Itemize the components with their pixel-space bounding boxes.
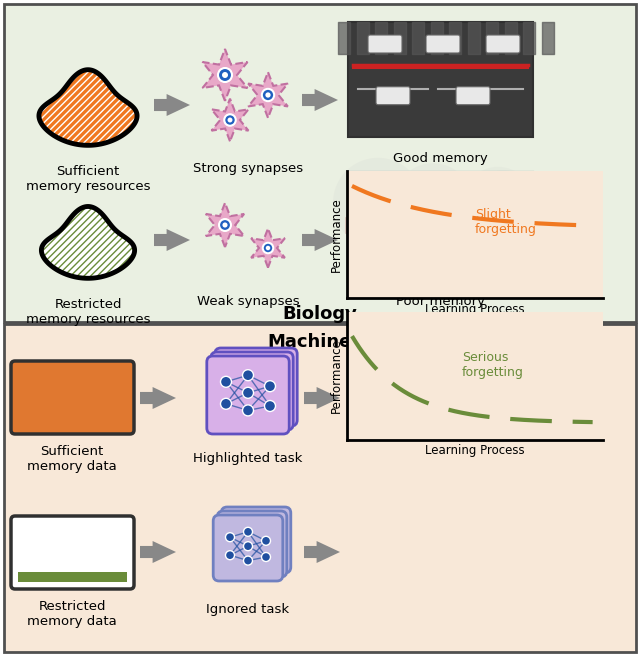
Bar xyxy=(4,324,636,652)
Text: Poor memory: Poor memory xyxy=(396,295,484,308)
Text: Restricted
memory data: Restricted memory data xyxy=(27,600,117,628)
Bar xyxy=(348,172,533,282)
Bar xyxy=(18,572,127,582)
Text: Sufficient
memory data: Sufficient memory data xyxy=(27,445,117,473)
Circle shape xyxy=(492,192,514,214)
Circle shape xyxy=(224,114,236,126)
Circle shape xyxy=(262,89,274,101)
FancyBboxPatch shape xyxy=(456,242,488,258)
Circle shape xyxy=(219,219,231,231)
Bar xyxy=(4,4,636,322)
Bar xyxy=(348,22,533,137)
Y-axis label: Performance: Performance xyxy=(330,197,342,272)
Circle shape xyxy=(363,188,393,218)
Circle shape xyxy=(266,246,270,250)
FancyBboxPatch shape xyxy=(221,507,291,573)
Text: Serious
forgetting: Serious forgetting xyxy=(462,352,524,379)
FancyBboxPatch shape xyxy=(368,35,402,53)
FancyBboxPatch shape xyxy=(426,35,460,53)
Circle shape xyxy=(243,405,253,416)
Circle shape xyxy=(474,179,522,227)
Circle shape xyxy=(222,72,228,78)
Polygon shape xyxy=(304,387,340,409)
Circle shape xyxy=(223,222,228,228)
X-axis label: Learning Process: Learning Process xyxy=(425,302,525,316)
Circle shape xyxy=(462,167,534,239)
Circle shape xyxy=(406,176,460,229)
Polygon shape xyxy=(39,70,137,146)
Circle shape xyxy=(481,181,525,224)
Polygon shape xyxy=(140,387,176,409)
Circle shape xyxy=(262,537,271,545)
Circle shape xyxy=(228,117,232,123)
FancyBboxPatch shape xyxy=(376,87,410,105)
Circle shape xyxy=(262,552,271,562)
FancyBboxPatch shape xyxy=(213,515,283,581)
Text: Good memory: Good memory xyxy=(392,152,488,165)
Text: Slight
forgetting: Slight forgetting xyxy=(475,208,537,236)
FancyBboxPatch shape xyxy=(11,361,134,434)
Circle shape xyxy=(225,550,234,560)
Text: Strong synapses: Strong synapses xyxy=(193,162,303,175)
FancyBboxPatch shape xyxy=(211,352,293,430)
Circle shape xyxy=(348,173,408,233)
Polygon shape xyxy=(154,94,190,116)
Polygon shape xyxy=(206,203,244,247)
Circle shape xyxy=(420,190,446,216)
Y-axis label: Performance: Performance xyxy=(330,338,342,413)
Circle shape xyxy=(394,163,472,243)
FancyBboxPatch shape xyxy=(486,35,520,53)
Circle shape xyxy=(266,92,271,98)
Polygon shape xyxy=(42,207,134,278)
Circle shape xyxy=(243,527,253,537)
FancyBboxPatch shape xyxy=(376,242,408,258)
Circle shape xyxy=(243,556,253,565)
Polygon shape xyxy=(212,98,248,141)
FancyBboxPatch shape xyxy=(456,87,490,105)
X-axis label: Learning Process: Learning Process xyxy=(425,443,525,457)
Circle shape xyxy=(264,380,275,392)
Circle shape xyxy=(243,370,253,380)
Text: Restricted
memory resources: Restricted memory resources xyxy=(26,298,150,326)
Polygon shape xyxy=(202,49,248,101)
Circle shape xyxy=(470,171,536,236)
Circle shape xyxy=(333,158,423,248)
Polygon shape xyxy=(140,541,176,563)
FancyBboxPatch shape xyxy=(207,356,289,434)
Text: Biology: Biology xyxy=(283,305,357,323)
Text: Highlighted task: Highlighted task xyxy=(193,452,303,465)
FancyBboxPatch shape xyxy=(11,516,134,589)
Circle shape xyxy=(221,398,232,409)
FancyBboxPatch shape xyxy=(215,348,297,426)
Polygon shape xyxy=(304,541,340,563)
Circle shape xyxy=(486,191,510,215)
Text: Weak synapses: Weak synapses xyxy=(196,295,300,308)
Polygon shape xyxy=(302,229,338,251)
Text: Machine: Machine xyxy=(268,333,352,351)
Circle shape xyxy=(263,243,273,253)
Polygon shape xyxy=(154,229,190,251)
Polygon shape xyxy=(248,72,288,118)
Circle shape xyxy=(264,401,275,411)
Polygon shape xyxy=(251,228,285,268)
FancyBboxPatch shape xyxy=(217,511,287,577)
Circle shape xyxy=(243,542,253,550)
Circle shape xyxy=(218,68,232,82)
Circle shape xyxy=(243,387,253,398)
Circle shape xyxy=(225,533,234,542)
Text: Sufficient
memory resources: Sufficient memory resources xyxy=(26,165,150,193)
Circle shape xyxy=(221,377,232,387)
Text: Ignored task: Ignored task xyxy=(207,603,289,616)
Polygon shape xyxy=(302,89,338,111)
